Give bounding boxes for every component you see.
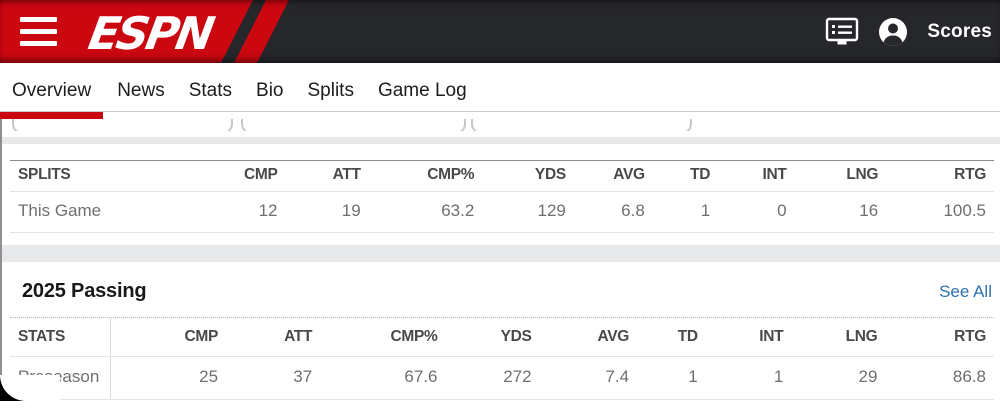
column-header: SPLITS [10,160,210,192]
column-header: YDS [445,318,540,357]
column-header: INT [718,160,795,192]
column-header: AVG [539,318,638,357]
column-header: LNG [791,318,886,357]
stat-value: 0 [718,191,795,233]
filter-chips-row [0,119,1000,131]
stat-value: 129 [482,191,574,233]
splits-card: SPLITS CMP ATT CMP% YDS AVG TD INT LNG RTG This Ga… [0,144,1000,245]
column-header: ATT [285,160,369,192]
stat-value: 37 [226,356,321,400]
row-label: This Game [10,191,210,233]
table-header-row: SPLITS CMP ATT CMP% YDS AVG TD INT LNG RTG [10,160,994,192]
app-header: ESPN Scores [0,0,1000,63]
stat-value: 25 [110,356,227,400]
stat-value: 29 [791,356,886,400]
spacer [0,131,1000,137]
tab-overview[interactable]: Overview [0,63,104,119]
table-row: This Game 12 19 63.2 129 6.8 1 0 16 100.5 [10,191,994,233]
stat-value: 19 [285,191,369,233]
column-header: LNG [794,160,887,192]
espn-logo-text: ESPN [85,7,218,59]
column-header: TD [637,318,706,357]
filter-dropdown[interactable] [12,119,233,131]
stat-value: 100.5 [886,191,994,233]
stat-value: 1 [637,356,706,400]
tv-listings-icon[interactable] [823,15,861,49]
filter-dropdown[interactable] [241,119,466,131]
section-divider [0,137,1000,144]
section-title: 2025 Passing [22,280,147,302]
column-header: CMP [209,160,286,192]
column-header: ATT [226,318,321,357]
menu-icon[interactable] [20,17,57,46]
column-header: INT [705,318,792,357]
section-divider [0,245,1000,262]
see-all-link[interactable]: See All [939,281,992,301]
stat-value: 272 [445,356,540,400]
stat-value: 6.8 [573,191,653,233]
tab-splits[interactable]: Splits [307,80,354,101]
stat-value: 86.8 [885,356,994,400]
stat-value: 12 [209,191,286,233]
stat-value: 7.4 [539,356,638,400]
passing-card: 2025 Passing See All STATS CMP ATT CMP% YDS A… [0,262,1000,409]
stat-value: 63.2 [368,191,483,233]
stat-value: 16 [794,191,887,233]
column-header: RTG [885,318,994,357]
table-header-row: STATS CMP ATT CMP% YDS AVG TD INT LNG RTG [10,318,994,357]
column-header: TD [652,160,719,192]
filter-dropdown[interactable] [471,119,692,131]
stat-value: 1 [652,191,719,233]
stat-value: 1 [705,356,792,400]
espn-logo[interactable]: ESPN [82,7,232,64]
column-header: AVG [573,160,653,192]
splits-table: SPLITS CMP ATT CMP% YDS AVG TD INT LNG RTG This Ga… [10,160,994,233]
column-header: CMP% [368,160,483,192]
passing-section-header: 2025 Passing See All [10,262,994,318]
column-header: YDS [482,160,574,192]
column-header: CMP% [320,318,446,357]
column-header: STATS [10,318,111,357]
tab-bio[interactable]: Bio [256,80,284,101]
stat-value: 67.6 [320,356,446,400]
viewport-left-edge [0,63,2,401]
tab-game-log[interactable]: Game Log [377,80,467,101]
tab-news[interactable]: News [117,80,165,101]
scores-link[interactable]: Scores [927,20,992,42]
tab-stats[interactable]: Stats [188,80,233,101]
column-header: RTG [886,160,994,192]
passing-stats-table: STATSCMPATTCMP%YDSAVGTDINTLNGRTGPreseaso… [10,318,994,400]
profile-icon[interactable] [876,15,910,49]
section-tabbar: Overview News Stats Bio Splits Game Log [0,63,1000,119]
column-header: CMP [110,318,227,357]
header-actions: Scores [823,0,1000,63]
